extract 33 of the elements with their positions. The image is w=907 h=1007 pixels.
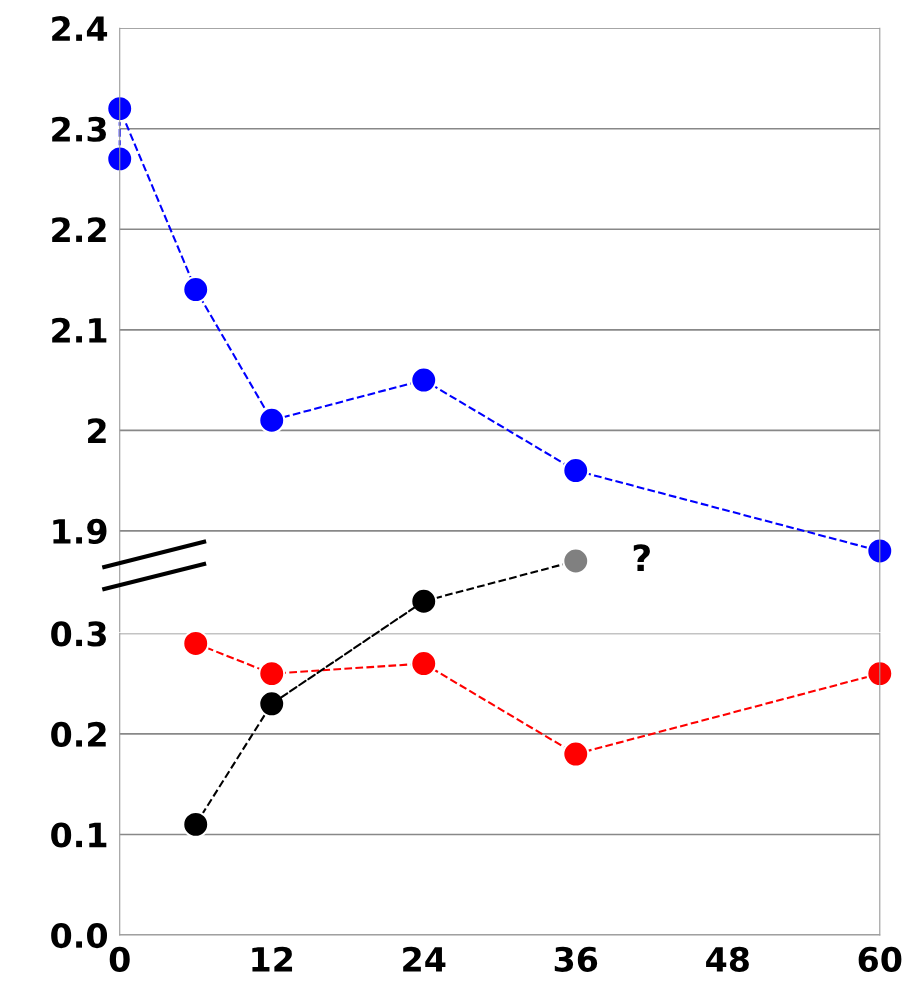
point	[182, 276, 210, 304]
y-tick-label: 2.2	[52, 217, 106, 242]
point	[562, 547, 590, 575]
x-tick-label: 0	[109, 946, 130, 972]
point	[562, 740, 590, 768]
point	[410, 366, 438, 394]
point	[410, 587, 438, 615]
point	[182, 629, 210, 657]
x-tick-label: 24	[403, 946, 446, 972]
x-tick-label: 36	[554, 946, 598, 972]
point	[106, 95, 134, 123]
point	[562, 457, 590, 485]
y-tick-label: 0.2	[51, 721, 106, 748]
point	[182, 810, 210, 838]
x-tick-label: 48	[706, 946, 749, 972]
x-tick-label: 12	[252, 946, 293, 972]
point	[106, 145, 134, 173]
point	[258, 660, 286, 688]
y-tick-label: 0.3	[51, 621, 106, 647]
y-tick-label: 0.1	[51, 822, 107, 848]
point	[866, 537, 894, 565]
y-tick-label: 2.4	[52, 16, 108, 41]
annotation: ?	[633, 544, 650, 571]
point	[258, 690, 286, 718]
y-tick-label: 0.0	[51, 922, 108, 949]
y-tick-label: 1.9	[53, 518, 107, 544]
y-tick-label: 2	[88, 418, 106, 443]
x-tick-label: 60	[858, 946, 902, 972]
point	[258, 406, 286, 434]
y-tick-label: 2.1	[52, 317, 107, 343]
point	[866, 660, 894, 688]
point	[410, 650, 438, 678]
y-tick-label: 2.3	[52, 116, 106, 142]
